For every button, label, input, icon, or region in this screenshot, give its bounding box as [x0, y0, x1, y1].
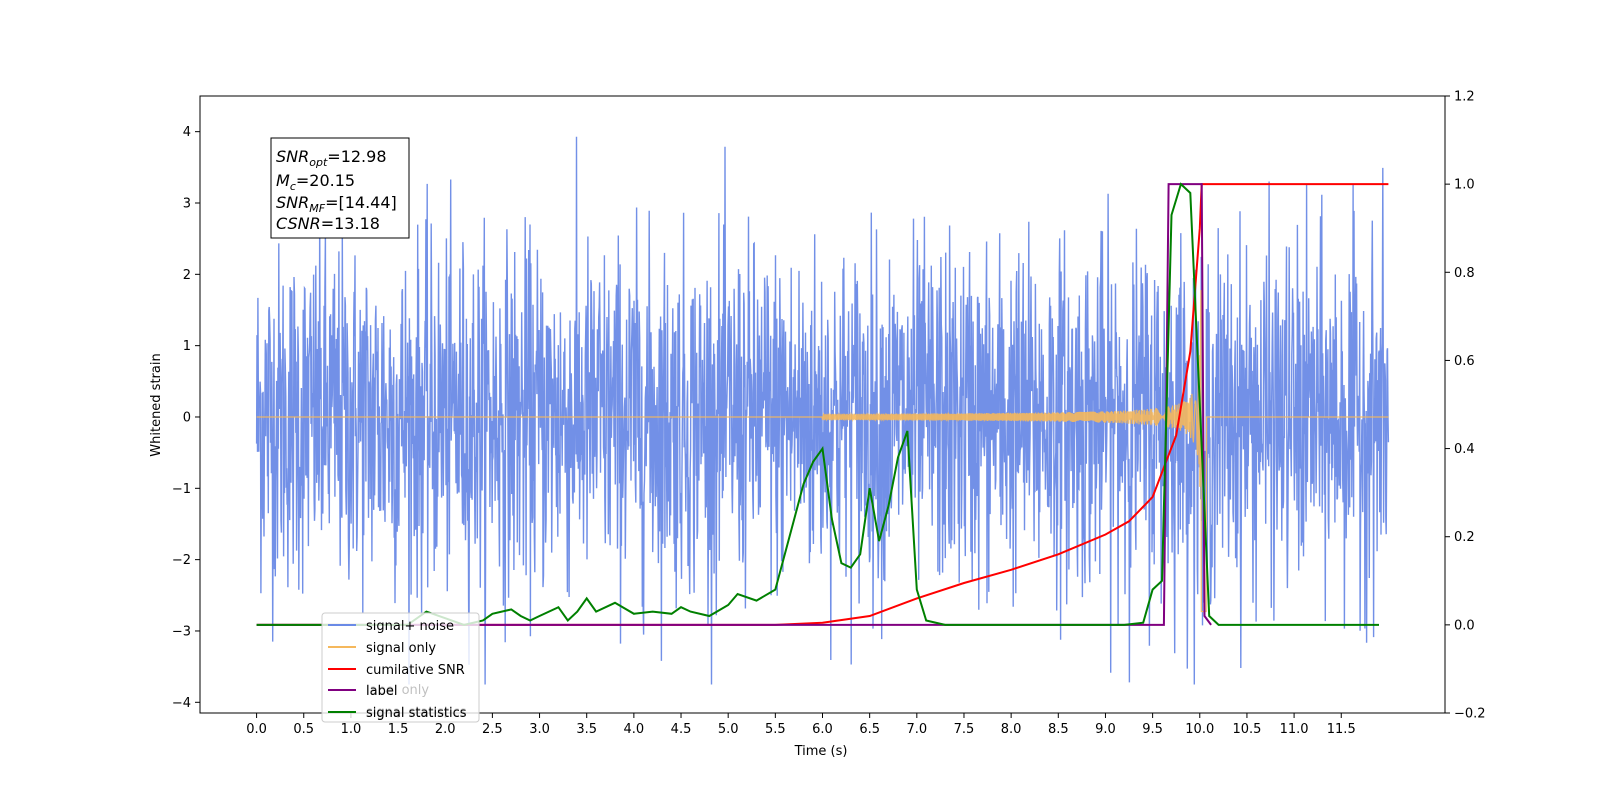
y2-tick-label: 0.2 — [1454, 530, 1475, 545]
x-tick-label: 1.5 — [388, 722, 409, 737]
y-axis-label: Whitened strain — [149, 353, 164, 456]
x-tick-label: 5.0 — [718, 722, 739, 737]
x-tick-label: 6.5 — [859, 722, 880, 737]
y2-tick-label: 0.4 — [1454, 442, 1475, 457]
y-tick-label: 1 — [183, 339, 191, 354]
y-tick-label: 2 — [183, 268, 191, 283]
x-tick-label: 2.0 — [435, 722, 456, 737]
y2-axis: 1.2 1.0 0.8 0.6 0.4 0.2 0.0 −0.2 — [1445, 90, 1486, 722]
series-signal-only — [256, 290, 1389, 613]
series-signal-noise — [255, 136, 1390, 685]
y2-tick-label: 0.0 — [1454, 618, 1475, 633]
legend-label-cumilative-snr: cumilative SNR — [366, 663, 465, 678]
series-signal-statistics — [256, 182, 1379, 626]
legend-label-signal-noise: signal+ noise — [366, 619, 454, 634]
x-tick-label: 0.0 — [246, 722, 267, 737]
y-tick-label: −3 — [172, 624, 191, 639]
x-tick-label: 3.0 — [529, 722, 550, 737]
legend-ghost-label-only: label only — [366, 683, 429, 698]
x-tick-label: 0.5 — [293, 722, 314, 737]
legend: label only signal statistics signal+ noi… — [321, 612, 480, 723]
x-tick-label: 8.0 — [1001, 722, 1022, 737]
x-axis: 0.0 0.5 1.0 1.5 2.0 2.5 3.0 3.5 4.0 4.5 5.0 5.5 6.0 6… — [246, 713, 1356, 737]
legend-label-signal-statistics: signal statistics — [366, 706, 467, 721]
y-tick-label: −1 — [172, 482, 191, 497]
y2-tick-label: 1.0 — [1454, 178, 1475, 193]
x-tick-label: 9.5 — [1142, 722, 1163, 737]
x-tick-label: 8.5 — [1048, 722, 1069, 737]
x-tick-label: 11.5 — [1327, 722, 1356, 737]
y2-tick-label: 0.6 — [1454, 354, 1475, 369]
x-tick-label: 2.5 — [482, 722, 503, 737]
y-tick-label: 0 — [183, 410, 191, 425]
annotation-line-csnr: CSNR=13.18 — [276, 214, 380, 233]
x-tick-label: 4.5 — [671, 722, 692, 737]
legend-ghost-signal-statistics: signal statistics — [366, 705, 467, 720]
y-tick-label: 4 — [183, 125, 191, 140]
y-tick-label: −4 — [172, 696, 191, 711]
plot-area — [255, 136, 1390, 685]
x-tick-label: 7.0 — [906, 722, 927, 737]
y2-tick-label: 0.8 — [1454, 266, 1475, 281]
legend-label-label: label — [366, 684, 397, 699]
annotation-line-snr-mf: SNRMF=[14.44] — [276, 193, 397, 215]
y-axis: 4 3 2 1 0 −1 −2 −3 −4 — [172, 125, 200, 711]
legend-label-signal-only: signal only — [366, 641, 436, 656]
x-axis-label: Time (s) — [794, 744, 848, 759]
y-tick-label: 3 — [183, 196, 191, 211]
y2-tick-label: −0.2 — [1454, 707, 1486, 722]
x-tick-label: 4.0 — [624, 722, 645, 737]
x-tick-label: 11.0 — [1280, 722, 1309, 737]
annotation-box: SNRopt=12.98 Mc=20.15 SNRMF=[14.44] CSNR… — [270, 137, 410, 239]
x-tick-label: 10.5 — [1232, 722, 1261, 737]
annotation-line-snr-opt: SNRopt=12.98 — [276, 147, 387, 169]
x-tick-label: 9.0 — [1095, 722, 1116, 737]
x-tick-label: 7.5 — [954, 722, 975, 737]
x-tick-label: 1.0 — [341, 722, 362, 737]
x-tick-label: 5.5 — [765, 722, 786, 737]
y-tick-label: −2 — [172, 553, 191, 568]
x-tick-label: 10.0 — [1185, 722, 1214, 737]
x-tick-label: 6.0 — [812, 722, 833, 737]
x-tick-label: 3.5 — [576, 722, 597, 737]
annotation-line-mc: Mc=20.15 — [276, 171, 355, 193]
y2-tick-label: 1.2 — [1454, 90, 1475, 105]
